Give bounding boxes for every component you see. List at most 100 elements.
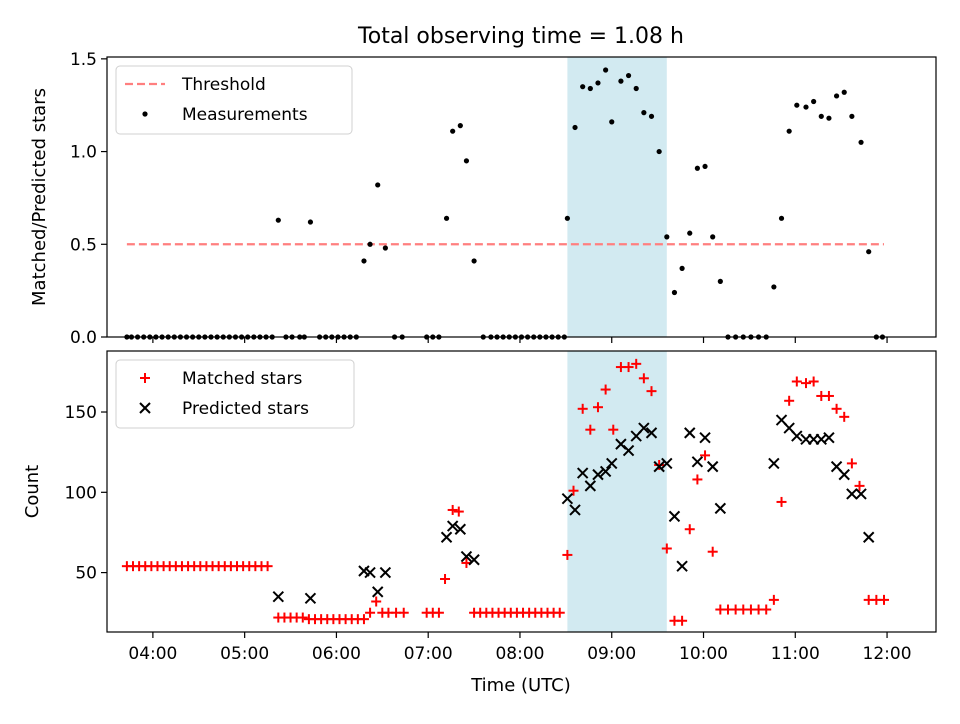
y-tick-label: 150 — [65, 403, 97, 423]
predicted-marker-b — [846, 488, 858, 500]
measurement-point — [382, 245, 388, 251]
measurement-point — [307, 219, 314, 225]
predicted-star-point — [561, 493, 574, 505]
predicted-marker-b — [714, 502, 727, 515]
predicted-marker-b — [862, 531, 875, 543]
matched-star-point — [878, 594, 889, 605]
measurement-point — [443, 215, 450, 221]
matched-star-point — [684, 524, 695, 535]
measurement-point — [587, 85, 593, 92]
x-tick-label: 07:00 — [404, 644, 453, 664]
predicted-marker-b — [599, 465, 612, 478]
matched-star-point — [568, 485, 579, 496]
predicted-star-point — [272, 590, 285, 603]
predicted-star-point — [768, 457, 780, 470]
measurement-point — [375, 182, 381, 188]
matched-star-point — [700, 450, 711, 461]
measurement-point — [450, 128, 456, 134]
predicted-star-point — [645, 427, 658, 439]
predicted-marker-b — [304, 592, 317, 604]
measurement-point — [564, 215, 570, 221]
x-tick-label: 05:00 — [220, 644, 269, 664]
predicted-star-point — [364, 566, 376, 579]
predicted-marker-b — [783, 422, 795, 434]
predicted-marker-b — [768, 457, 780, 470]
predicted-marker-b — [584, 480, 597, 492]
matched-star-point — [365, 607, 376, 618]
matched-star-point — [608, 424, 619, 435]
measurement-point — [361, 258, 367, 264]
predicted-star-point — [576, 467, 589, 479]
matched-star-point — [600, 384, 611, 395]
predicted-marker-b — [372, 586, 384, 598]
measurement-point — [367, 241, 373, 247]
predicted-star-point — [592, 468, 604, 481]
predicted-marker-b — [661, 457, 673, 470]
predicted-star-point — [606, 457, 618, 470]
y-tick-label: 0.0 — [70, 328, 97, 348]
matched-star-point — [433, 607, 444, 618]
predicted-star-point — [862, 531, 875, 543]
predicted-marker-b — [684, 427, 696, 439]
legend-label: Matched stars — [182, 369, 302, 389]
matched-star-point — [638, 373, 649, 384]
predicted-marker-b — [645, 427, 658, 439]
matched-star-point — [447, 504, 458, 515]
matched-star-point — [661, 543, 672, 554]
predicted-marker-b — [561, 493, 574, 505]
measurement-point — [572, 124, 578, 131]
measurement-point — [826, 115, 832, 121]
predicted-marker-b — [606, 457, 618, 470]
measurement-point — [841, 89, 847, 95]
predicted-star-point — [676, 560, 688, 572]
predicted-star-point — [379, 566, 392, 579]
legend-label: Threshold — [181, 75, 266, 95]
matched-star-point — [800, 378, 811, 389]
matched-star-point — [761, 604, 772, 615]
predicted-marker-b — [468, 554, 480, 566]
matched-star-point — [768, 594, 779, 605]
matched-star-point — [577, 403, 588, 414]
measurement-point — [625, 72, 632, 79]
predicted-marker-b — [815, 433, 827, 446]
predicted-star-point — [622, 444, 635, 457]
matched-star-point — [831, 403, 842, 414]
matched-star-point — [692, 474, 703, 485]
predicted-marker-b — [379, 566, 392, 579]
matched-star-point — [623, 362, 634, 373]
matched-star-point — [808, 376, 819, 387]
predicted-star-point — [454, 523, 467, 535]
measurement-point — [648, 113, 655, 119]
matched-star-point — [784, 395, 795, 406]
measurement-point — [694, 165, 700, 171]
predicted-star-point — [584, 480, 597, 492]
measurement-point — [595, 80, 601, 86]
predicted-star-point — [791, 430, 803, 442]
measurement-point — [618, 78, 624, 84]
measurement-point — [858, 139, 864, 145]
legend-box — [115, 65, 353, 135]
measurement-point — [687, 230, 693, 236]
panel-count: 50 100 150 04:00 05:00 06:00 07:00 08:00 09:00 10… — [22, 350, 937, 664]
matched-star-point — [592, 402, 603, 413]
x-tick-label: 11:00 — [771, 644, 820, 664]
predicted-star-point — [668, 510, 681, 523]
matched-star-point — [707, 546, 718, 557]
measurement-point — [580, 84, 586, 90]
measurement-point — [786, 128, 792, 134]
predicted-star-point — [838, 468, 850, 481]
predicted-marker-b — [823, 432, 835, 444]
predicted-star-point — [468, 554, 480, 566]
predicted-marker-b — [272, 590, 285, 603]
x-tick-label: 04:00 — [128, 644, 177, 664]
measurement-point — [833, 93, 840, 99]
predicted-star-point — [823, 432, 835, 444]
matched-star-point — [371, 596, 382, 607]
measurement-point — [849, 113, 855, 119]
figure-title: Total observing time = 1.08 h — [357, 24, 684, 49]
matched-star-point — [846, 458, 857, 469]
predicted-marker-b — [775, 414, 788, 426]
panel-ratio: 0.0 0.5 1.0 1.5 Matched/Predicted stars Thres… — [29, 50, 937, 348]
legend-box — [115, 359, 355, 429]
